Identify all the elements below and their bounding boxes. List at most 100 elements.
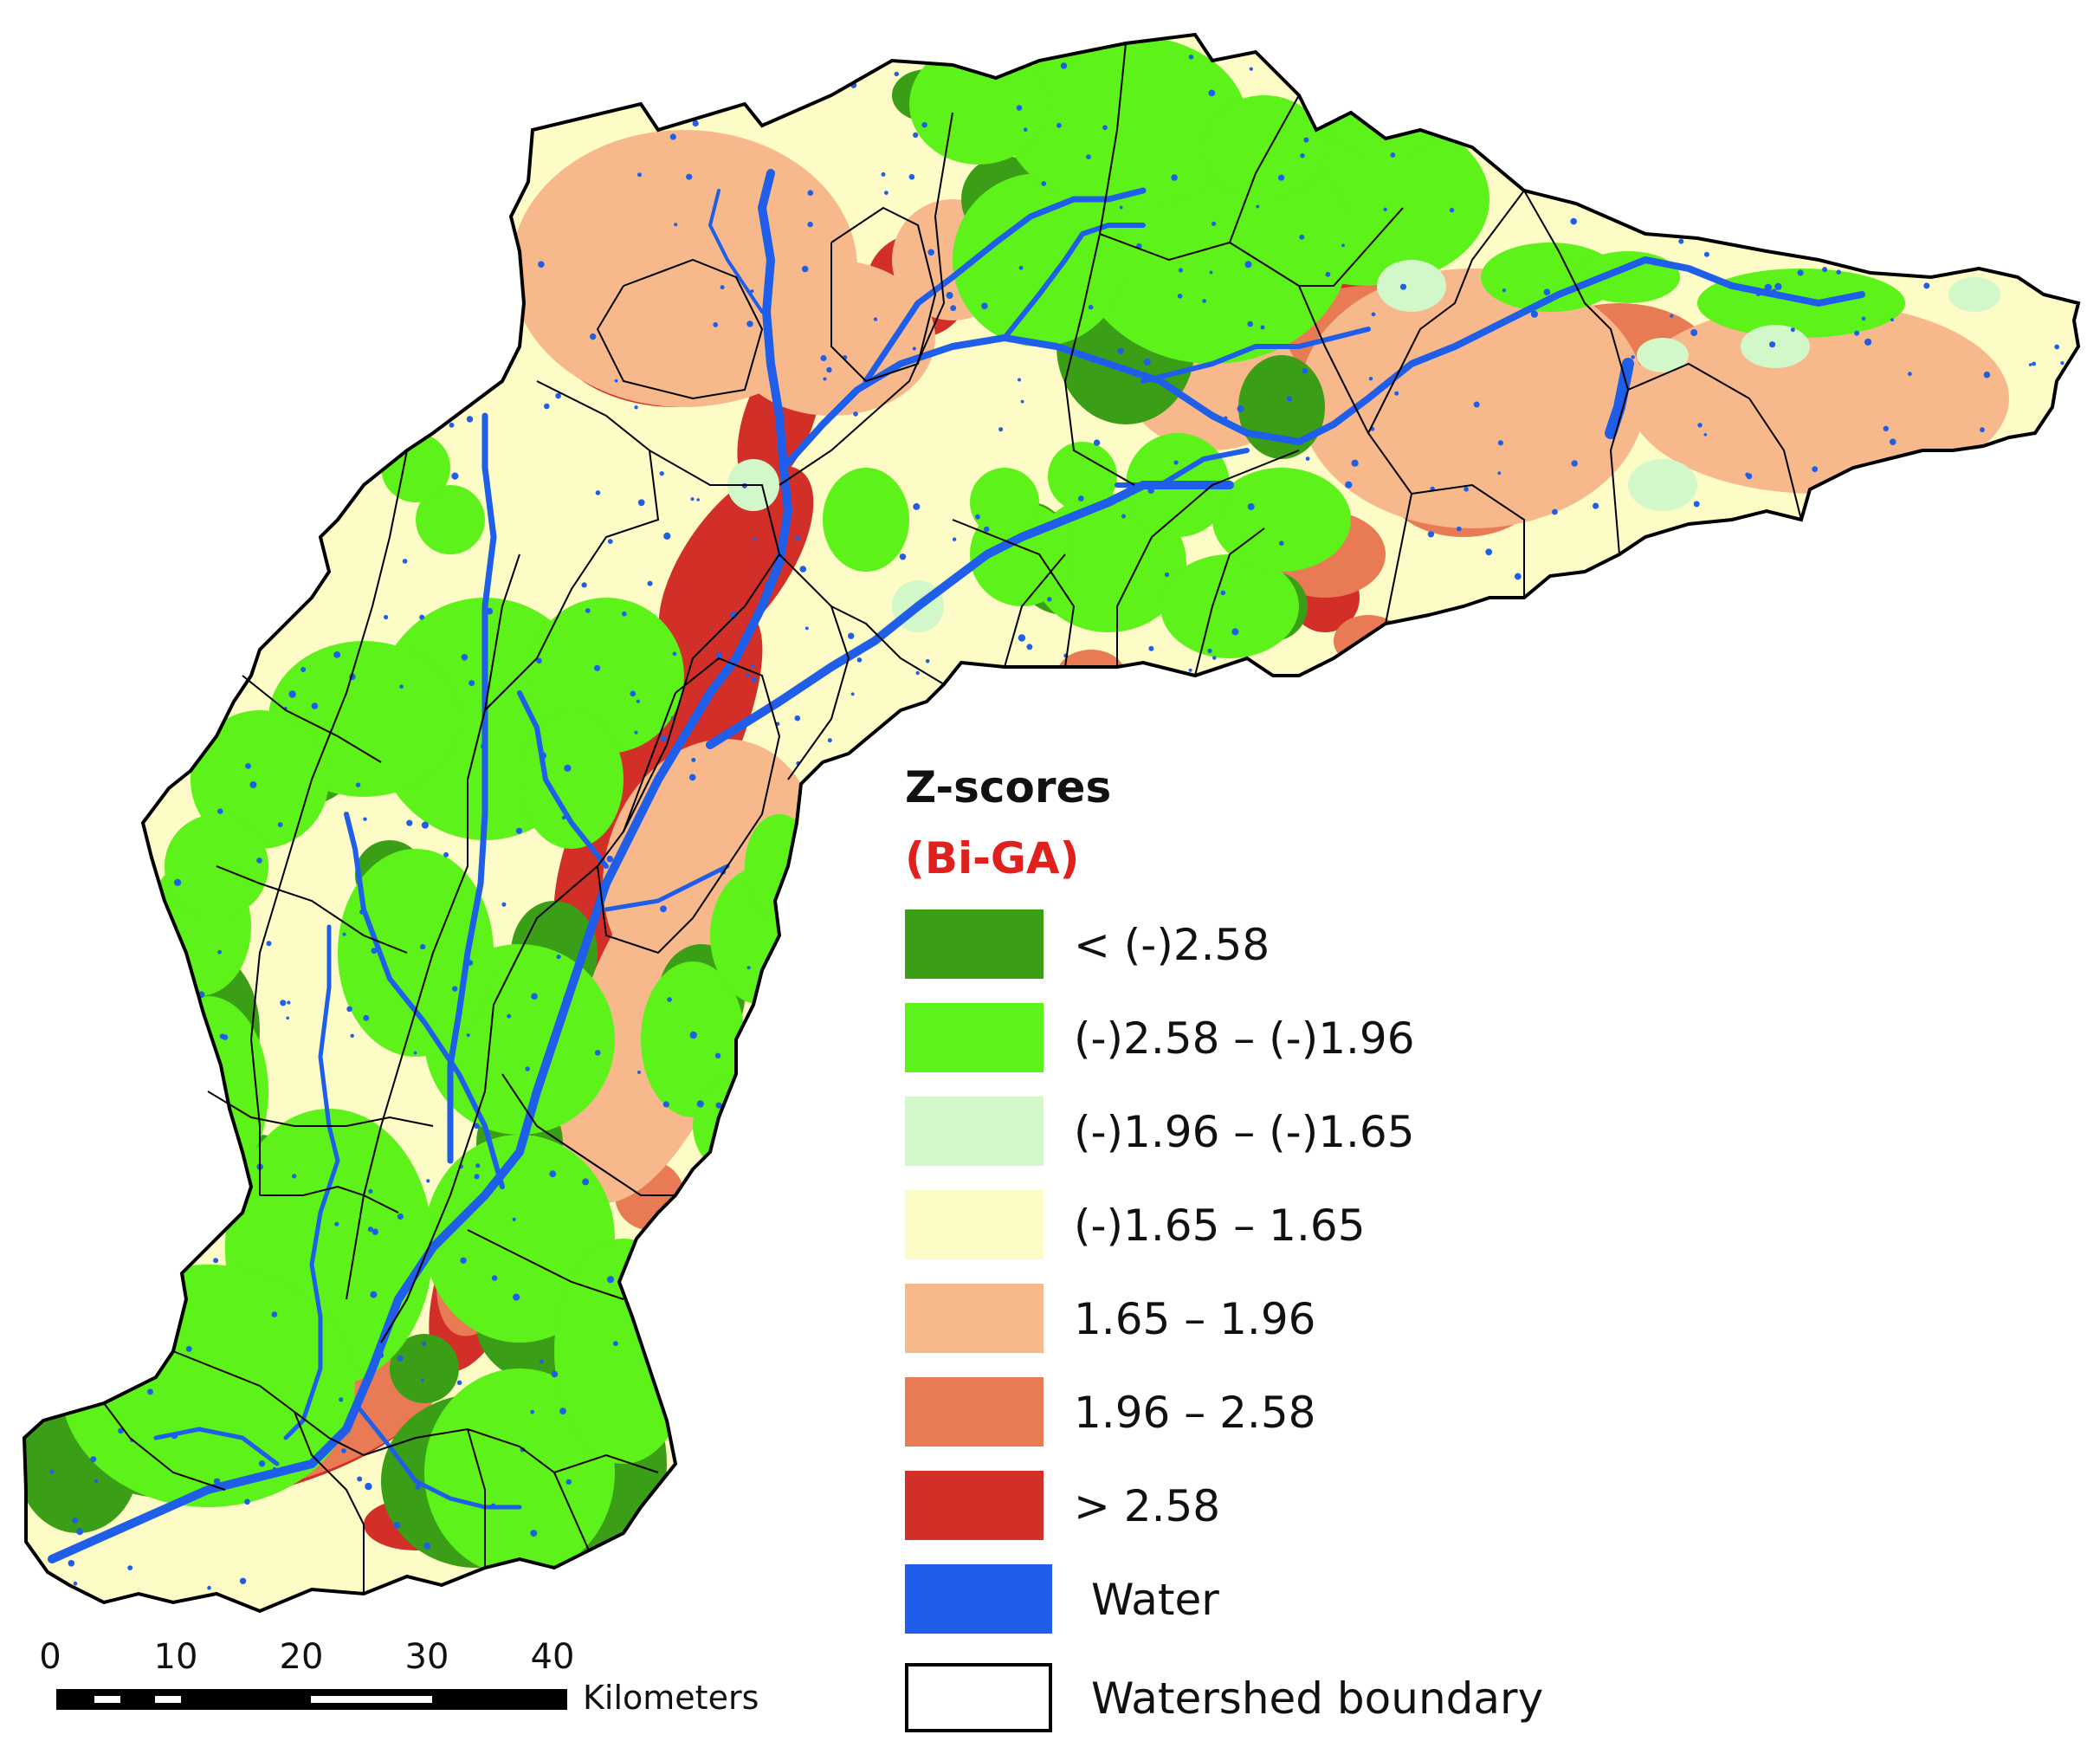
- cluster-patch: [191, 710, 329, 849]
- water-point: [357, 1476, 363, 1482]
- water-point: [229, 398, 236, 405]
- water-point: [94, 1479, 99, 1484]
- water-point: [1822, 267, 1828, 273]
- water-point: [1681, 725, 1684, 729]
- water-point: [1056, 122, 1062, 128]
- water-point: [474, 1123, 480, 1129]
- river-line: [352, 1401, 522, 1510]
- cluster-patch: [970, 468, 1039, 537]
- water-point: [531, 993, 538, 1000]
- water-point: [1381, 754, 1389, 761]
- water-point: [1018, 378, 1021, 382]
- water-point: [266, 941, 272, 947]
- water-point: [696, 1100, 704, 1108]
- water-point: [1544, 81, 1549, 87]
- water-point: [2060, 361, 2064, 366]
- water-point: [101, 509, 107, 516]
- water-point: [152, 957, 159, 964]
- water-point: [1983, 87, 1990, 94]
- water-point: [368, 1188, 373, 1194]
- water-point: [451, 472, 459, 480]
- subwatershed-boundary: [1063, 233, 1135, 486]
- water-point: [49, 1469, 55, 1474]
- water-point: [730, 612, 738, 619]
- water-point: [1756, 732, 1762, 739]
- water-point: [863, 812, 868, 818]
- water-point: [333, 651, 341, 658]
- water-point: [174, 1275, 180, 1280]
- water-point: [799, 566, 807, 573]
- water-point: [1908, 52, 1912, 56]
- water-point: [1341, 243, 1345, 248]
- water-point: [607, 539, 613, 544]
- water-point: [393, 170, 398, 175]
- water-point: [294, 362, 300, 368]
- water-point: [606, 1276, 615, 1284]
- water-point: [1177, 294, 1183, 299]
- scale-tick: 30: [404, 1637, 449, 1677]
- legend-label: (-)1.96 – (-)1.65: [1074, 1107, 1415, 1157]
- water-point: [1473, 401, 1480, 408]
- water-point: [1390, 754, 1395, 760]
- water-point: [973, 724, 978, 728]
- water-point: [281, 405, 286, 411]
- water-point: [882, 813, 886, 817]
- cluster-patch: [520, 710, 624, 849]
- rivers: [48, 169, 1865, 1563]
- subwatershed-boundary: [830, 206, 937, 383]
- water-point: [611, 67, 618, 74]
- water-point: [1299, 234, 1305, 240]
- water-point: [363, 817, 367, 821]
- water-point: [131, 1343, 139, 1351]
- cluster-patch: [1628, 303, 2009, 494]
- water-point: [647, 580, 653, 586]
- river-line: [517, 690, 609, 869]
- water-point: [1278, 174, 1285, 181]
- legend-item: > 2.58: [905, 1471, 2031, 1540]
- subwatershed-boundary: [207, 1091, 434, 1127]
- water-point: [185, 1346, 192, 1352]
- water-point: [1852, 246, 1857, 250]
- water-point: [349, 393, 356, 400]
- water-point: [212, 721, 217, 726]
- water-point: [713, 1208, 720, 1215]
- water-point: [1884, 134, 1889, 139]
- water-point: [415, 1484, 421, 1490]
- legend-subtitle: (Bi-GA): [905, 833, 1080, 883]
- water-point: [206, 676, 211, 682]
- water-point: [222, 1034, 229, 1040]
- subwatershed-boundary: [1627, 362, 1802, 521]
- water-point: [1152, 672, 1159, 678]
- water-point: [1158, 686, 1161, 689]
- water-point: [1670, 314, 1674, 318]
- water-point: [1672, 532, 1680, 540]
- cluster-patch: [641, 961, 745, 1117]
- subwatershed-boundary: [830, 605, 945, 685]
- water-point: [1434, 55, 1442, 61]
- water-point: [1368, 377, 1373, 381]
- water-point: [1399, 283, 1407, 290]
- water-point: [268, 181, 273, 184]
- legend-swatch: [905, 1190, 1044, 1259]
- subwatershed-boundary: [363, 1427, 590, 1551]
- water-point: [2028, 363, 2032, 366]
- water-point: [2036, 740, 2043, 746]
- water-point: [670, 716, 675, 720]
- water-point: [413, 1051, 417, 1055]
- water-point: [791, 1071, 796, 1077]
- subwatershed-boundary: [216, 865, 408, 954]
- water-point: [350, 1033, 354, 1039]
- water-point: [1774, 282, 1782, 290]
- water-point: [117, 992, 122, 997]
- water-point: [750, 289, 754, 294]
- water-point: [1846, 550, 1851, 556]
- water-point: [1390, 152, 1396, 158]
- water-point: [1670, 223, 1677, 230]
- river-line: [1115, 448, 1250, 488]
- subwatershed-boundary: [242, 675, 382, 763]
- cluster-patch: [1204, 95, 1325, 199]
- water-point: [1188, 668, 1192, 672]
- water-point: [850, 692, 855, 696]
- water-point: [990, 51, 994, 55]
- water-point: [174, 878, 182, 887]
